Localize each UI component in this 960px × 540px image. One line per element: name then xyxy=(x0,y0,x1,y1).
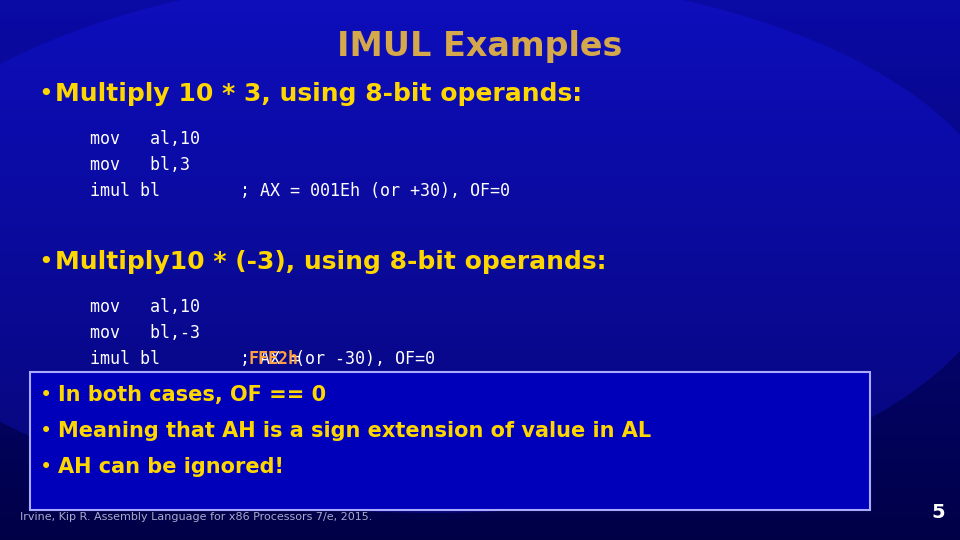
Text: IMUL Examples: IMUL Examples xyxy=(337,30,623,63)
Text: •: • xyxy=(38,82,53,106)
FancyBboxPatch shape xyxy=(30,372,870,510)
Text: imul bl        ; AX = 001Eh (or +30), OF=0: imul bl ; AX = 001Eh (or +30), OF=0 xyxy=(90,182,510,200)
Text: imul bl        ; AX =: imul bl ; AX = xyxy=(90,350,310,368)
Text: •: • xyxy=(40,457,52,477)
Text: Multiply 10 * 3, using 8-bit operands:: Multiply 10 * 3, using 8-bit operands: xyxy=(55,82,582,106)
Text: In both cases, OF == 0: In both cases, OF == 0 xyxy=(58,385,326,405)
Ellipse shape xyxy=(0,0,960,513)
Text: FFE2h: FFE2h xyxy=(249,350,299,368)
Text: mov   al,10: mov al,10 xyxy=(90,298,200,316)
Text: (or -30), OF=0: (or -30), OF=0 xyxy=(285,350,435,368)
Text: mov   bl,-3: mov bl,-3 xyxy=(90,324,200,342)
Text: •: • xyxy=(40,385,52,405)
Text: Meaning that AH is a sign extension of value in AL: Meaning that AH is a sign extension of v… xyxy=(58,421,651,441)
Text: •: • xyxy=(40,421,52,441)
Text: 5: 5 xyxy=(931,503,945,522)
Text: AH can be ignored!: AH can be ignored! xyxy=(58,457,284,477)
Text: Multiply10 * (-3), using 8-bit operands:: Multiply10 * (-3), using 8-bit operands: xyxy=(55,250,607,274)
Text: Irvine, Kip R. Assembly Language for x86 Processors 7/e, 2015.: Irvine, Kip R. Assembly Language for x86… xyxy=(20,512,372,522)
Text: mov   bl,3: mov bl,3 xyxy=(90,156,190,174)
Text: mov   al,10: mov al,10 xyxy=(90,130,200,148)
Text: •: • xyxy=(38,250,53,274)
